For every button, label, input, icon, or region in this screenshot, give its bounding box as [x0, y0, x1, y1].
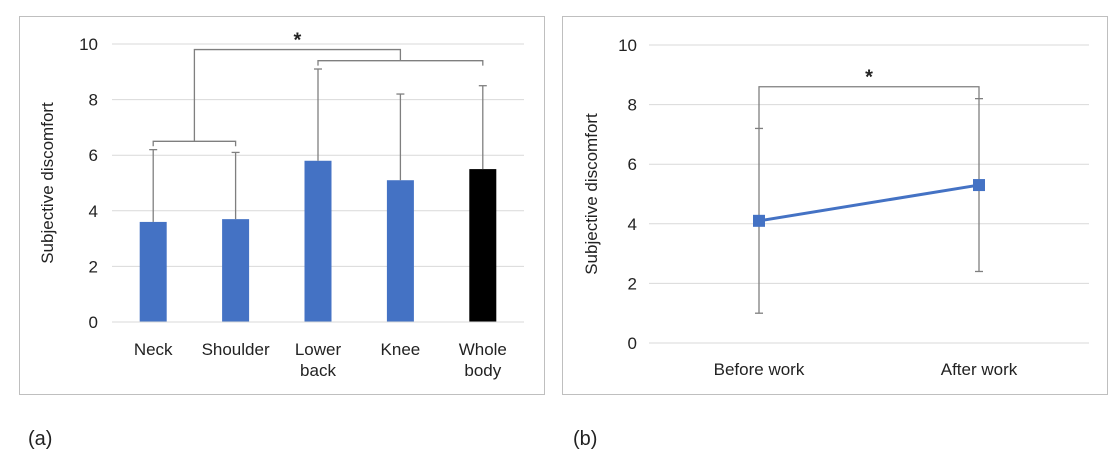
x-tick-label: Shoulder — [202, 340, 270, 359]
y-tick-label: 10 — [618, 36, 637, 55]
x-tick-label: Neck — [134, 340, 173, 359]
panel-label-b: (b) — [573, 428, 598, 450]
y-tick-label: 4 — [628, 215, 637, 234]
y-axis-label: Subjective discomfort — [38, 102, 57, 264]
significance-bracket — [758, 86, 980, 129]
bar — [222, 219, 250, 322]
bar-chart: 0 2 4 6 8 10 Subjective discomfort Neck Shoulder… — [38, 30, 524, 380]
y-tick-label: 2 — [628, 274, 637, 293]
y-tick-label: 0 — [628, 334, 637, 353]
significance-marker: * — [865, 67, 873, 89]
y-tick-label: 6 — [89, 146, 98, 165]
bar — [469, 169, 497, 322]
x-tick-label: Before work — [714, 360, 805, 379]
chart-panel-b: 0 2 4 6 8 10 Subjective discomfort Before work A… — [562, 16, 1108, 395]
y-tick-label: 10 — [79, 35, 98, 54]
x-tick-label: Lower back — [295, 340, 342, 380]
bar — [139, 221, 167, 322]
data-point-marker — [973, 179, 985, 192]
y-tick-label: 0 — [89, 313, 98, 332]
bar — [304, 160, 332, 322]
chart-panel-a: 0 2 4 6 8 10 Subjective discomfort Neck Shoulder… — [19, 16, 545, 395]
y-tick-label: 8 — [628, 96, 637, 115]
y-tick-label: 6 — [628, 155, 637, 174]
bar — [386, 180, 414, 322]
data-point-marker — [753, 214, 765, 227]
y-axis-label: Subjective discomfort — [582, 113, 601, 275]
x-tick-label: Whole body — [459, 340, 507, 380]
y-tick-label: 2 — [89, 257, 98, 276]
y-tick-label: 4 — [89, 202, 98, 221]
line-chart: 0 2 4 6 8 10 Subjective discomfort Before work A… — [582, 36, 1089, 379]
significance-bracket — [193, 48, 402, 142]
series-line — [758, 183, 980, 223]
significance-marker: * — [294, 30, 302, 52]
significance-bracket — [317, 60, 484, 66]
significance-bracket — [152, 140, 237, 147]
panel-label-a: (a) — [28, 428, 53, 450]
x-tick-label: After work — [941, 360, 1018, 379]
x-tick-label: Knee — [381, 340, 421, 359]
y-tick-label: 8 — [89, 91, 98, 110]
